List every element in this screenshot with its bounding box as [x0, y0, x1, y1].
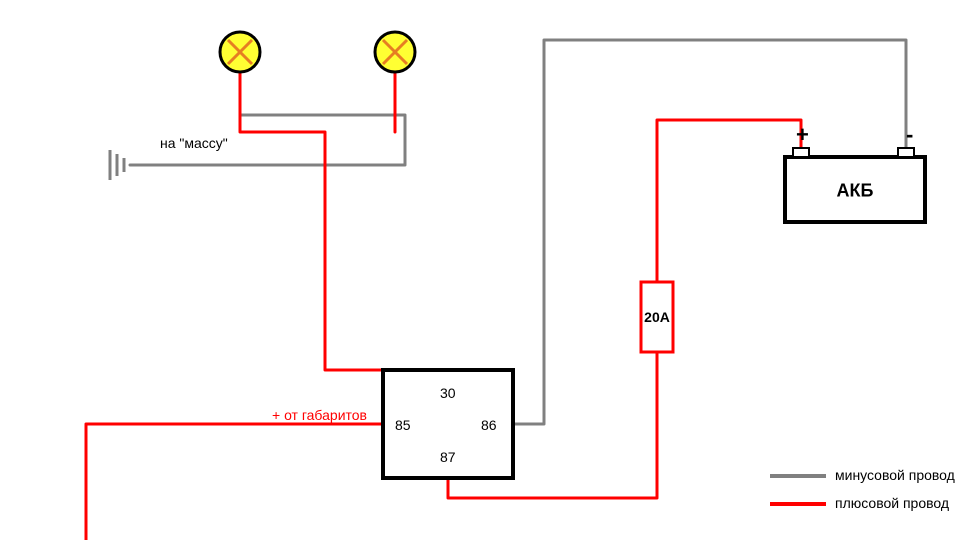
- battery-plus-terminal: [793, 148, 809, 157]
- battery-minus-terminal: [898, 148, 914, 157]
- pin85-source-label: + от габаритов: [272, 407, 367, 423]
- plus-wire-0: [240, 72, 448, 370]
- plus-wire-4: [86, 424, 383, 540]
- battery-plus-sign: +: [796, 122, 809, 147]
- legend-plus-label: плюсовой провод: [835, 495, 949, 511]
- minus-wire-0: [130, 72, 405, 165]
- relay-pin-85-label: 85: [395, 417, 411, 433]
- fuse-label: 20A: [644, 309, 670, 325]
- plus-wire-2: [657, 120, 801, 282]
- relay-pin-86-label: 86: [481, 417, 497, 433]
- relay-pin-87-label: 87: [440, 449, 456, 465]
- relay-pin-30-label: 30: [440, 385, 456, 401]
- battery-label: АКБ: [837, 181, 874, 201]
- minus-wire-2: [513, 40, 906, 424]
- legend-minus-label: минусовой провод: [835, 467, 955, 483]
- ground-label: на "массу": [160, 135, 228, 151]
- battery-minus-sign: -: [906, 122, 913, 147]
